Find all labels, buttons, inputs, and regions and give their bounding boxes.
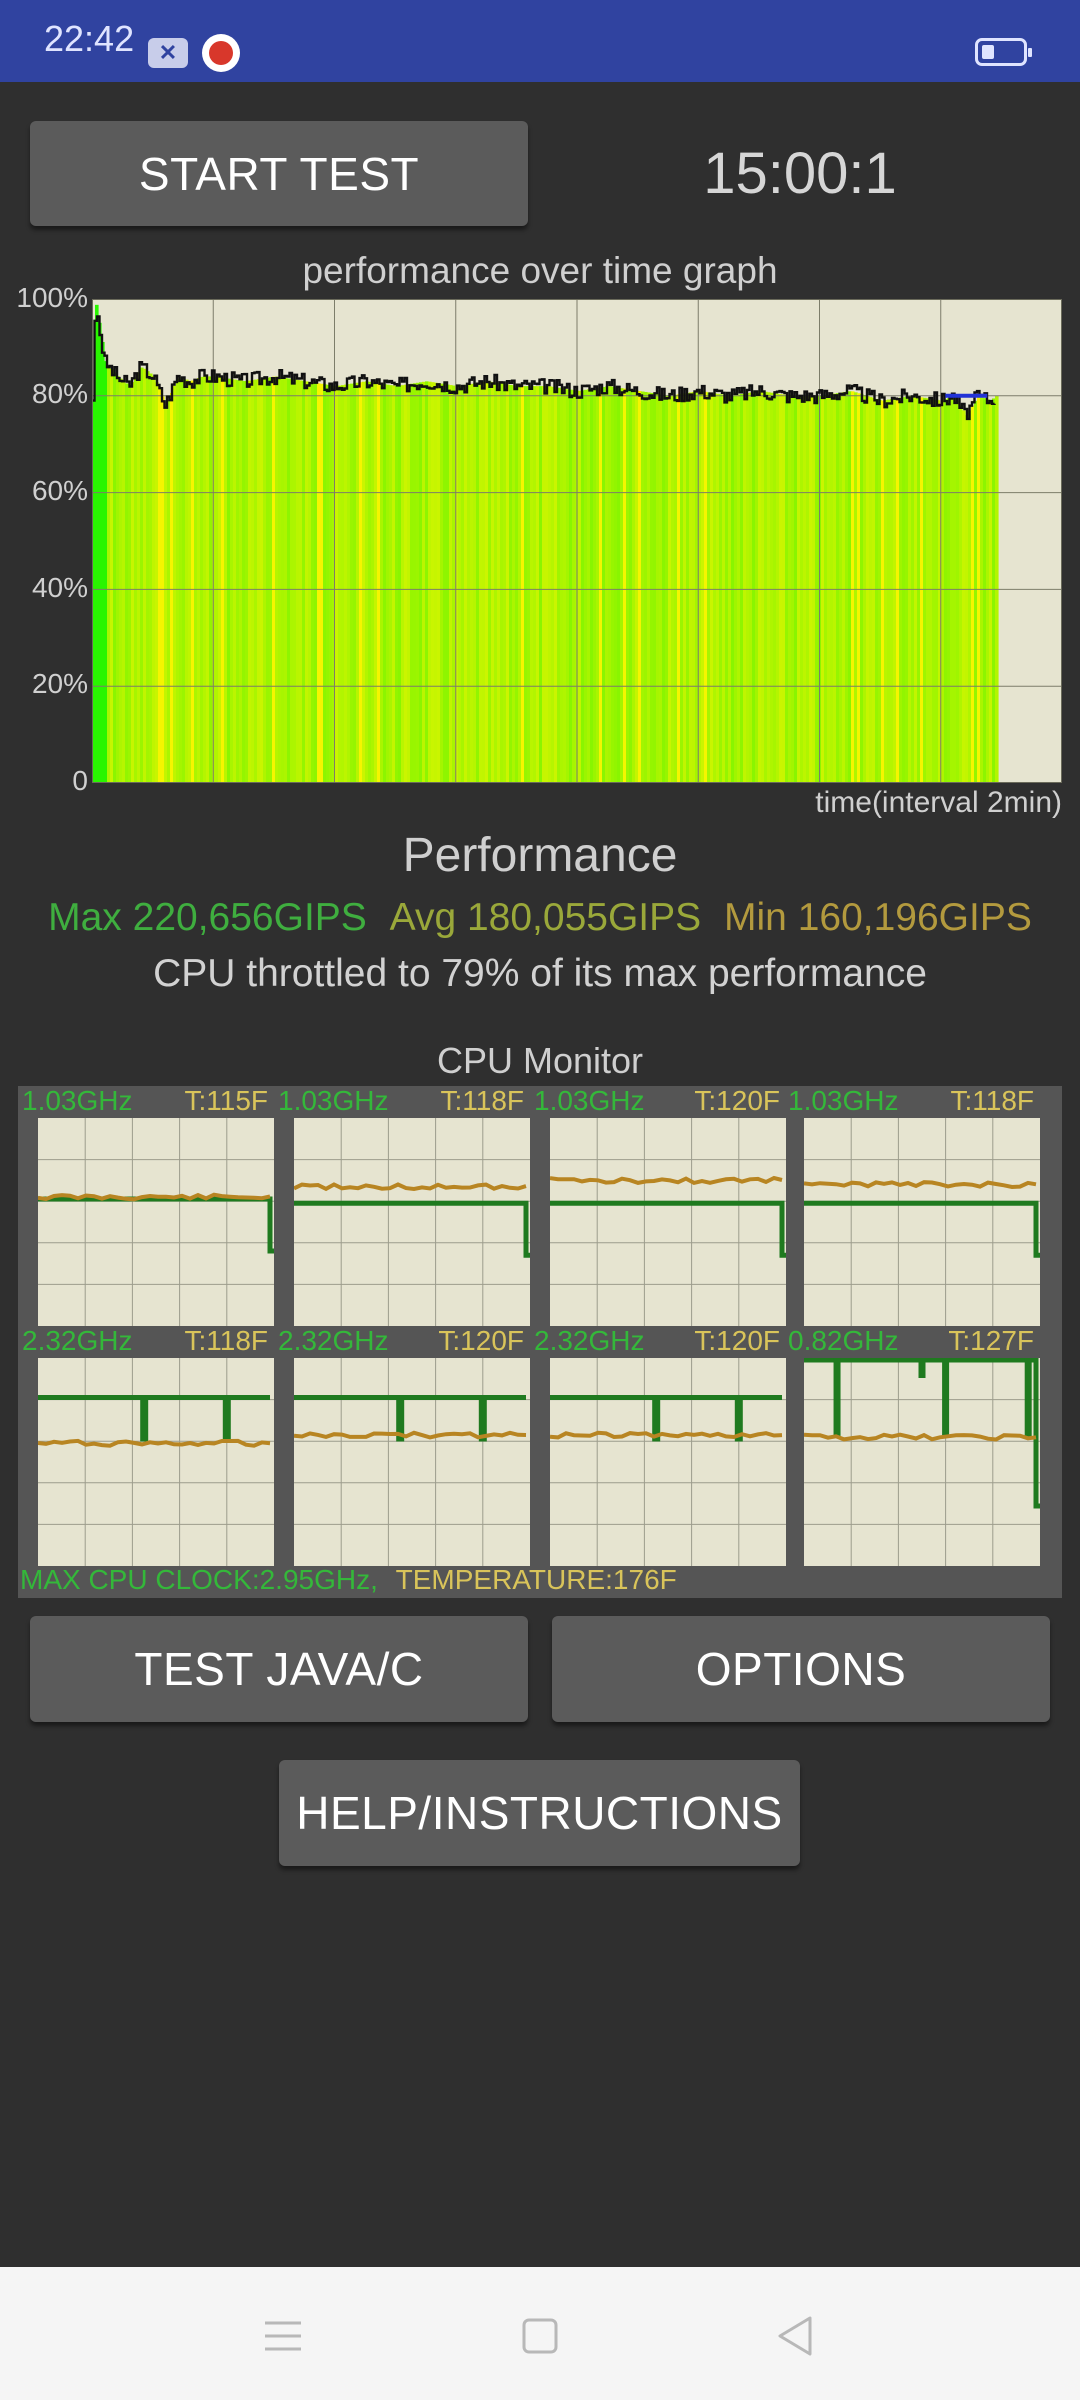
cpu-core-header: 1.03GHz T:115F xyxy=(20,1086,268,1116)
core-frequency-line xyxy=(38,1196,274,1254)
core-temperature: T:118F xyxy=(950,1085,1034,1116)
core-frequency: 1.03GHz xyxy=(278,1085,389,1116)
cpu-core-header: 1.03GHz T:118F xyxy=(786,1086,1034,1116)
cpu-core-header: 1.03GHz T:118F xyxy=(276,1086,524,1116)
core-temperature: T:118F xyxy=(184,1325,268,1356)
test-java-c-button[interactable]: TEST JAVA/C xyxy=(30,1616,528,1722)
performance-title: Performance xyxy=(402,829,678,882)
y-tick-label: 0 xyxy=(72,765,88,796)
test-timer: 15:00:1 xyxy=(703,141,897,206)
core-temperature-line xyxy=(38,1192,271,1202)
cpu-core-graph xyxy=(294,1358,530,1566)
core-temperature-line xyxy=(38,1438,271,1448)
max-temperature: TEMPERATURE:176F xyxy=(395,1564,677,1595)
status-time: 22:42 xyxy=(44,18,135,59)
max-gips: Max 220,656GIPS xyxy=(48,896,367,939)
battery-icon xyxy=(975,38,1032,66)
cpu-core-graph xyxy=(804,1118,1040,1326)
cpu-core-graph xyxy=(550,1118,786,1326)
core-frequency: 1.03GHz xyxy=(22,1085,133,1116)
core-frequency: 2.32GHz xyxy=(278,1325,389,1356)
x-notification-icon: ✕ xyxy=(148,38,188,68)
core-temperature: T:120F xyxy=(694,1325,780,1356)
cpu-core-header: 2.32GHz T:120F xyxy=(276,1326,524,1356)
cpu-monitor-panel: MAX CPU CLOCK:2.95GHz, TEMPERATURE:176F … xyxy=(18,1086,1062,1598)
core-temperature-line xyxy=(294,1430,527,1440)
y-tick-label: 80% xyxy=(31,378,88,409)
home-icon[interactable] xyxy=(505,2301,575,2371)
core-temperature-line xyxy=(804,1180,1037,1190)
core-temperature-line xyxy=(550,1430,783,1440)
app-notification-icon xyxy=(202,34,240,72)
core-temperature: T:120F xyxy=(438,1325,524,1356)
core-temperature: T:115F xyxy=(184,1085,268,1116)
y-tick-label: 40% xyxy=(31,572,88,603)
y-tick-label: 100% xyxy=(16,282,88,313)
plot-frame xyxy=(92,299,1062,783)
help-instructions-button[interactable]: HELP/INSTRUCTIONS xyxy=(279,1760,800,1866)
options-button[interactable]: OPTIONS xyxy=(552,1616,1050,1722)
cpu-core-header: 0.82GHz T:127F xyxy=(786,1326,1034,1356)
cpu-core-header: 2.32GHz T:118F xyxy=(20,1326,268,1356)
cpu-core-header: 2.32GHz T:120F xyxy=(532,1326,780,1356)
cpu-core-header: 1.03GHz T:120F xyxy=(532,1086,780,1116)
y-tick-label: 20% xyxy=(31,668,88,699)
core-temperature-line xyxy=(294,1182,527,1192)
core-frequency: 1.03GHz xyxy=(788,1085,899,1116)
y-tick-label: 60% xyxy=(31,475,88,506)
core-frequency: 1.03GHz xyxy=(534,1085,645,1116)
max-cpu-clock: MAX CPU CLOCK:2.95GHz, xyxy=(20,1564,378,1595)
core-frequency: 0.82GHz xyxy=(788,1325,899,1356)
cpu-core-graph xyxy=(38,1358,274,1566)
core-temperature: T:120F xyxy=(694,1085,780,1116)
cpu-footer: MAX CPU CLOCK:2.95GHz, TEMPERATURE:176F xyxy=(20,1564,677,1596)
graph-title: performance over time graph xyxy=(302,250,778,291)
navigation-bar xyxy=(0,2267,1080,2400)
status-bar: 22:42 ✕ xyxy=(0,0,1080,82)
core-temperature-line xyxy=(804,1432,1037,1442)
avg-gips: Avg 180,055GIPS xyxy=(389,896,702,939)
core-frequency-line xyxy=(804,1200,1040,1258)
core-temperature: T:127F xyxy=(948,1325,1034,1356)
performance-stats: Max 220,656GIPS Avg 180,055GIPS Min 160,… xyxy=(0,896,1080,940)
core-frequency: 2.32GHz xyxy=(534,1325,645,1356)
performance-line xyxy=(92,315,996,421)
throttle-summary: CPU throttled to 79% of its max performa… xyxy=(153,952,927,995)
start-test-button[interactable]: START TEST xyxy=(30,121,528,226)
cpu-core-graph xyxy=(550,1358,786,1566)
x-axis-label: time(interval 2min) xyxy=(815,786,1062,819)
performance-graph: 100% 80% 60% 40% 20% 0 xyxy=(0,282,1080,830)
cpu-monitor-title: CPU Monitor xyxy=(436,1040,644,1081)
core-frequency-line xyxy=(294,1200,530,1258)
min-gips: Min 160,196GIPS xyxy=(724,896,1032,939)
core-temperature-line xyxy=(550,1175,783,1186)
back-icon[interactable] xyxy=(760,2301,830,2371)
core-frequency-line xyxy=(550,1200,786,1258)
cpu-core-graph xyxy=(38,1118,274,1326)
cpu-core-graph xyxy=(804,1358,1040,1566)
cpu-core-graph xyxy=(294,1118,530,1326)
menu-icon[interactable] xyxy=(248,2301,318,2371)
core-temperature: T:118F xyxy=(440,1085,524,1116)
core-frequency: 2.32GHz xyxy=(22,1325,133,1356)
performance-plot xyxy=(92,299,1062,783)
